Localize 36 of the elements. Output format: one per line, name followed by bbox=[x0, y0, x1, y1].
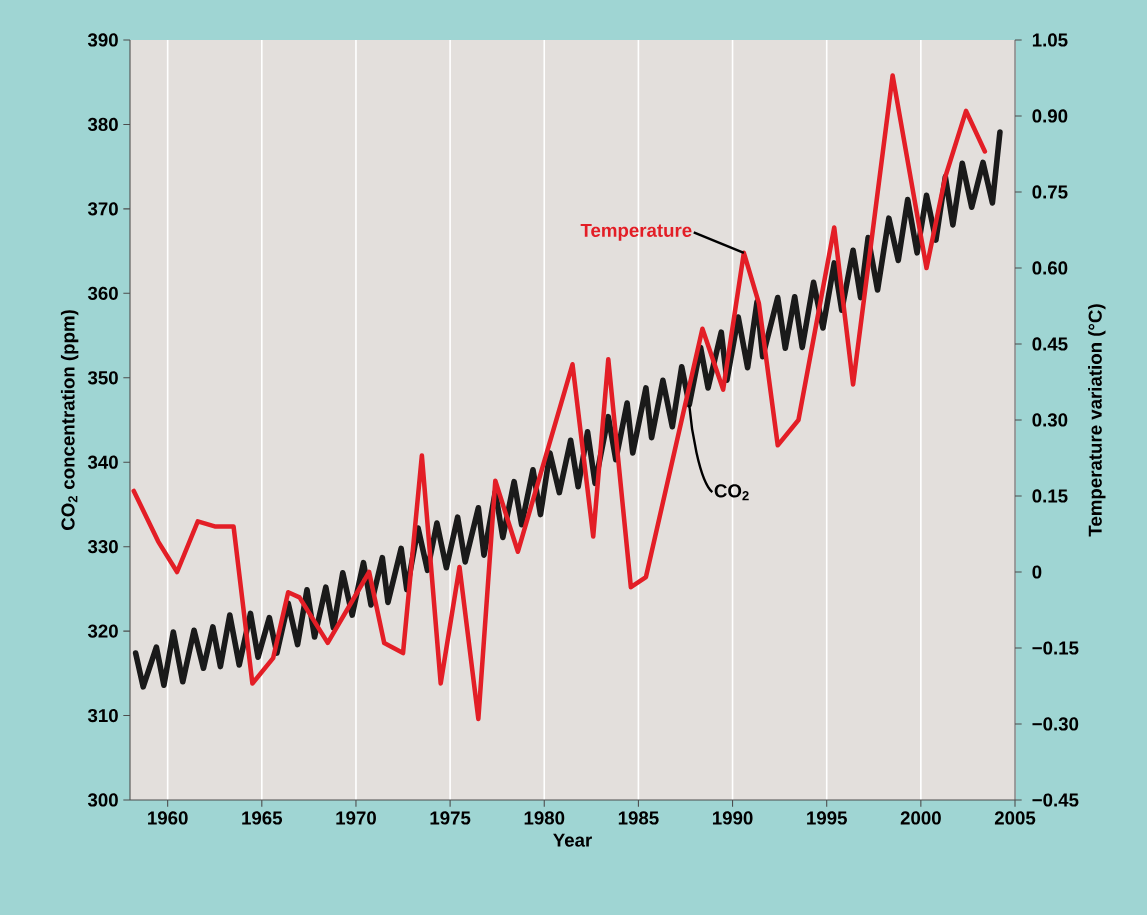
x-tick-label: 1995 bbox=[807, 811, 847, 825]
y2-tick-label: 1.05 bbox=[1032, 33, 1068, 47]
y2-tick-label: 0.90 bbox=[1032, 109, 1068, 123]
y-tick-label: 360 bbox=[87, 286, 118, 300]
x-tick-label: 1975 bbox=[430, 811, 471, 825]
y2-tick-label: 0.75 bbox=[1032, 185, 1068, 199]
y-tick-label: 380 bbox=[87, 117, 118, 132]
x-tick-label: 1980 bbox=[524, 811, 565, 825]
y-tick-label: 330 bbox=[87, 540, 118, 554]
y-tick-label: 320 bbox=[87, 624, 118, 638]
y2-tick-label: 0.45 bbox=[1032, 337, 1068, 351]
text: CO$_{2}$ bbox=[714, 484, 749, 501]
text: Temperature bbox=[580, 223, 692, 241]
y2-tick-label: −0.45 bbox=[1032, 793, 1079, 807]
y2-tick-label: 0.30 bbox=[1032, 413, 1068, 427]
y2-tick-label: 0.15 bbox=[1032, 489, 1068, 503]
y2-tick-label: −0.15 bbox=[1032, 641, 1079, 655]
y-axis-title: CO$_{2}$ concentration (ppm) bbox=[60, 310, 79, 531]
y-tick-label: 390 bbox=[87, 33, 118, 47]
y-tick-label: 300 bbox=[87, 793, 118, 807]
y2-axis-title: Temperature variation (°C) bbox=[1088, 304, 1106, 537]
x-tick-label: 2000 bbox=[900, 811, 941, 825]
y-tick-label: 340 bbox=[87, 455, 118, 469]
y-tick-label: 350 bbox=[87, 371, 118, 385]
y-tick-label: 310 bbox=[87, 708, 118, 723]
x-tick-label: 1965 bbox=[242, 811, 283, 825]
y2-tick-label: 0 bbox=[1032, 565, 1042, 579]
x-tick-label: 1960 bbox=[148, 811, 188, 825]
x-tick-label: 2005 bbox=[994, 811, 1036, 825]
x-tick-label: 1970 bbox=[336, 811, 376, 825]
y-tick-label: 370 bbox=[87, 202, 118, 216]
y2-tick-label: 0.60 bbox=[1032, 261, 1068, 275]
x-tick-label: 1990 bbox=[712, 811, 753, 825]
x-axis-title: Year bbox=[553, 833, 592, 847]
x-tick-label: 1985 bbox=[618, 811, 659, 825]
y2-tick-label: −0.30 bbox=[1032, 717, 1079, 731]
